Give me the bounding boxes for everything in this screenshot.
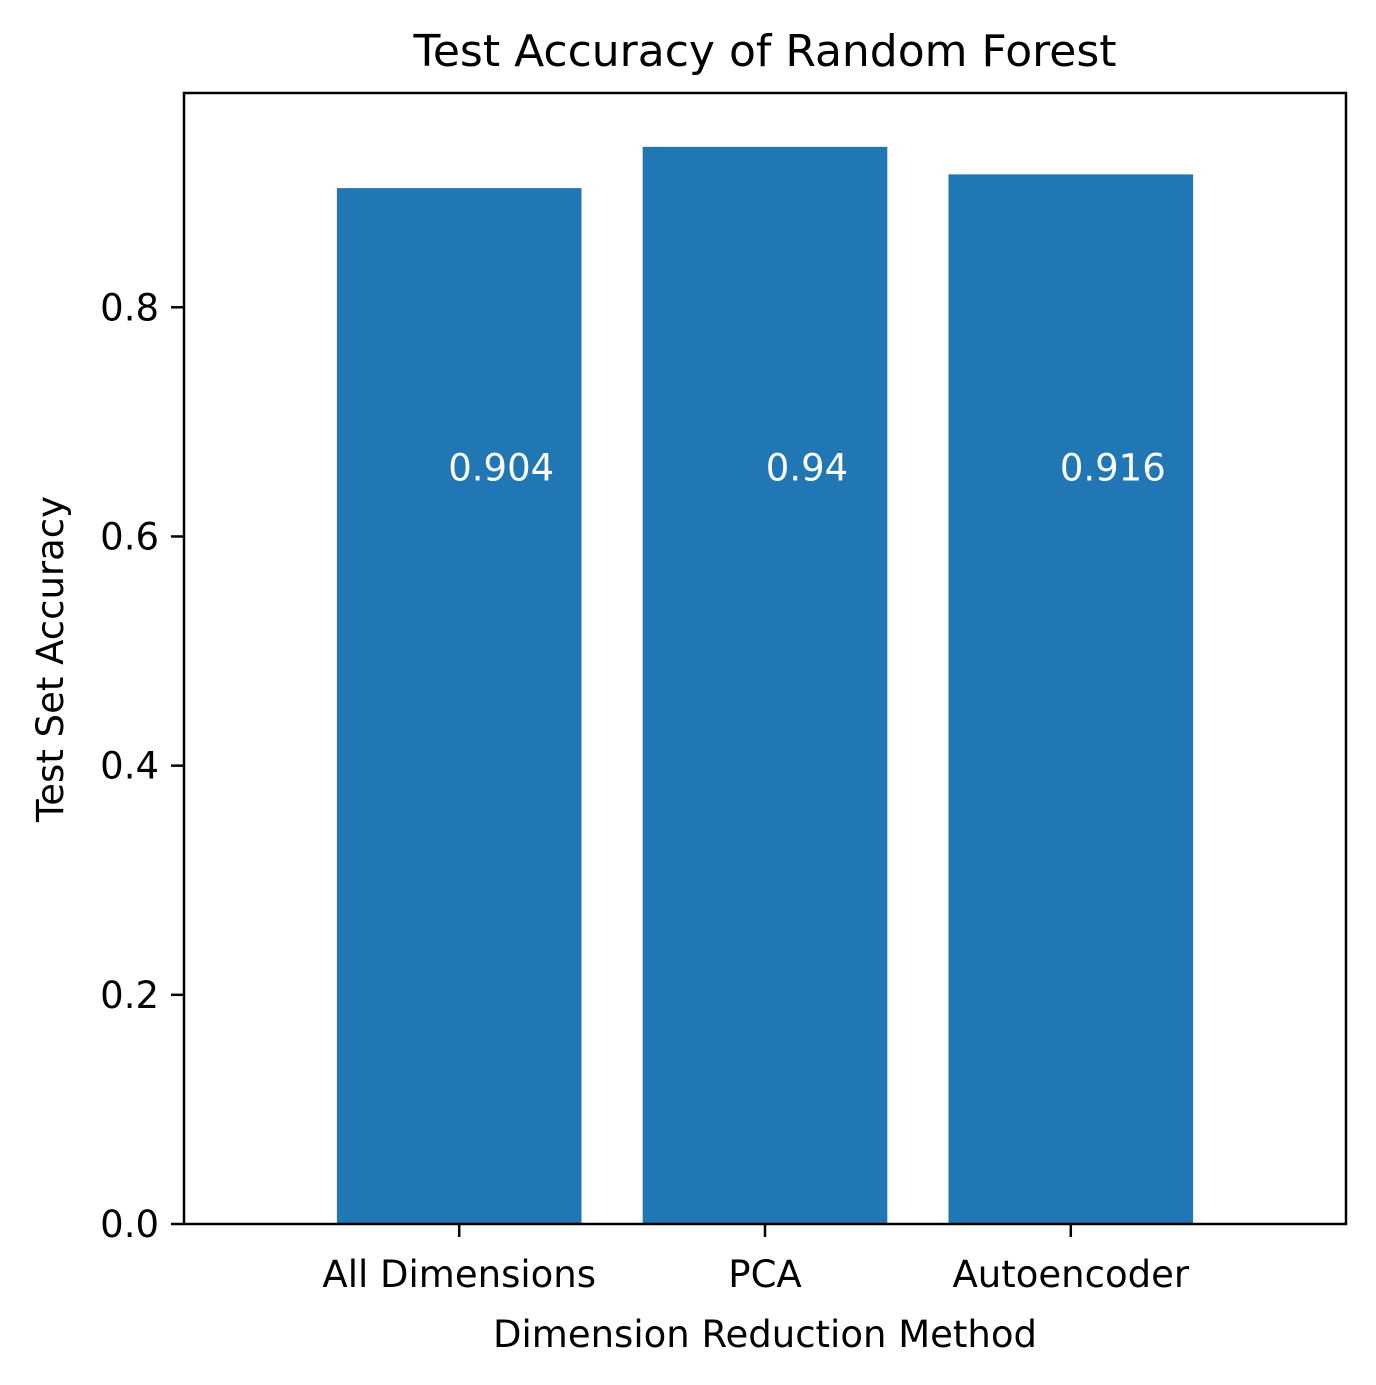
- x-tick-label: All Dimensions: [322, 1253, 596, 1296]
- y-tick-label: 0.0: [100, 1203, 159, 1246]
- x-tick-label: Autoencoder: [953, 1253, 1190, 1296]
- plot-frame: [182, 91, 1348, 1226]
- y-axis-label: Test Set Accuracy: [29, 496, 72, 823]
- bars-layer: [336, 146, 1194, 1225]
- y-tick-label: 0.6: [100, 515, 159, 558]
- bar-data-label: 0.904: [448, 447, 554, 490]
- x-tick-label: PCA: [728, 1253, 801, 1296]
- bar-data-label: 0.94: [766, 447, 848, 490]
- data-labels-layer: 0.904 0.94 0.916: [448, 447, 1166, 490]
- y-tick-label: 0.8: [100, 286, 159, 329]
- y-axis-ticks: 0.0 0.2 0.4 0.6 0.8: [100, 286, 184, 1246]
- bar-data-label: 0.916: [1060, 447, 1166, 490]
- bar-pca: [642, 146, 888, 1224]
- bar-autoencoder: [948, 174, 1194, 1225]
- y-tick-label: 0.2: [100, 974, 159, 1017]
- x-axis-label: Dimension Reduction Method: [493, 1313, 1037, 1356]
- bar-all-dimensions: [336, 188, 582, 1225]
- chart-title: Test Accuracy of Random Forest: [412, 26, 1116, 77]
- x-axis-ticks: All Dimensions PCA Autoencoder: [322, 1224, 1190, 1296]
- y-tick-label: 0.4: [100, 745, 159, 788]
